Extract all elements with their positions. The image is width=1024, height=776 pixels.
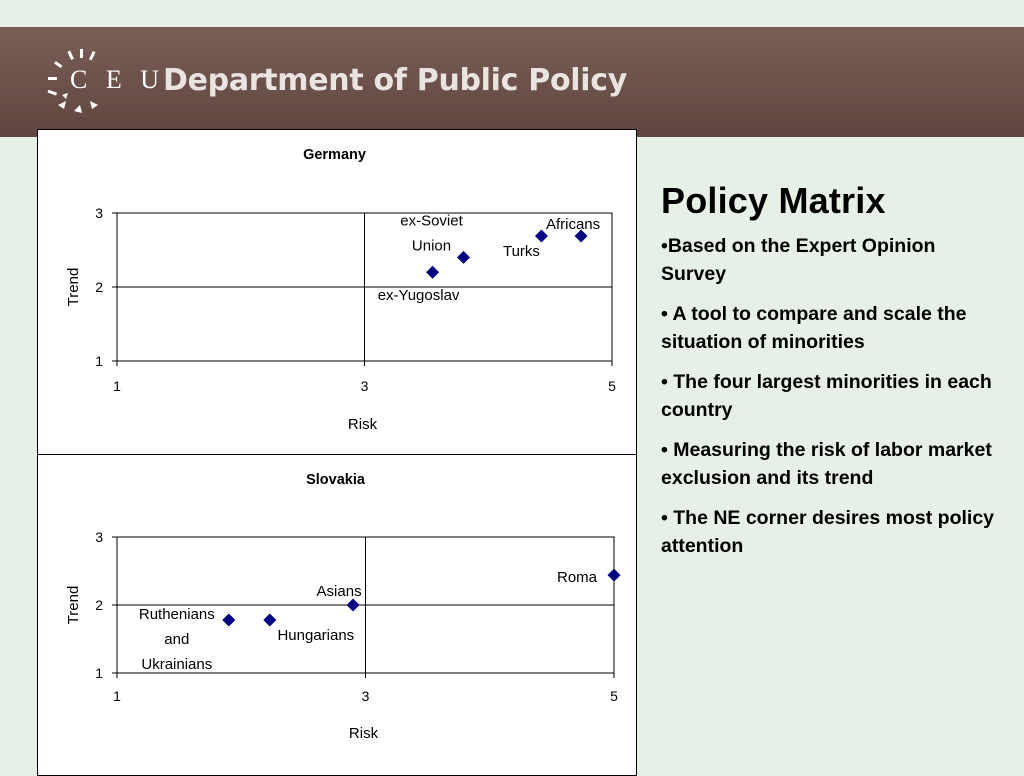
slovakia-chart-title: Slovakia <box>306 472 366 488</box>
germany-y-tick-label: 3 <box>95 205 103 221</box>
germany-point-ex-soviet-union <box>457 250 470 264</box>
bullet-compare-tool: • A tool to compare and scale the situat… <box>661 303 967 353</box>
slovakia-point-label-ruthenians-and-ukrainians: and <box>164 631 189 648</box>
germany-x-axis-label: Risk <box>348 416 378 433</box>
slovakia-x-tick-label: 5 <box>610 688 618 704</box>
bullet-four-minorities: • The four largest minorities in each co… <box>661 371 992 421</box>
slovakia-chart: Slovakia 1 2 3 1 3 5 Risk Trend Ruthenians and Ukra… <box>65 472 621 742</box>
germany-x-tick-label: 5 <box>608 378 616 394</box>
bullet-ne-corner: • The NE corner desires most policy atte… <box>661 507 995 557</box>
germany-point-label-africans: Africans <box>546 216 600 233</box>
germany-point-label-ex-soviet-union: Union <box>412 237 451 254</box>
germany-y-tick-label: 2 <box>95 279 103 295</box>
germany-x-tick-label: 1 <box>113 378 121 394</box>
slovakia-point-label-asians: Asians <box>317 583 362 600</box>
germany-chart-title: Germany <box>303 147 366 163</box>
germany-chart-panel: Germany 1 2 3 1 3 5 Risk Trend ex-Yugoslav ex-Sovi… <box>37 129 637 456</box>
ceu-logo-icon <box>47 49 98 113</box>
slovakia-point-roma <box>607 568 621 582</box>
slovakia-y-tick-label: 2 <box>95 597 103 613</box>
slovakia-point-label-ruthenians-and-ukrainians: Ruthenians <box>139 606 215 623</box>
slovakia-point-label-roma: Roma <box>557 569 598 586</box>
slovakia-point-ruthenians-and-ukrainians <box>222 613 236 627</box>
ceu-logo-text: C E U <box>70 65 165 94</box>
slovakia-point-hungarians <box>263 613 277 627</box>
germany-point-africans <box>574 229 588 243</box>
department-title: Department of Public Policy <box>163 63 627 98</box>
germany-point-ex-yugoslav <box>426 265 440 279</box>
slovakia-x-tick-label: 3 <box>362 688 370 704</box>
germany-point-label-ex-soviet-union: ex-Soviet <box>400 212 463 229</box>
slovakia-point-label-hungarians: Hungarians <box>277 627 354 644</box>
slovakia-y-tick-label: 1 <box>95 665 103 681</box>
germany-chart: Germany 1 2 3 1 3 5 Risk Trend ex-Yugoslav ex-Sovi… <box>65 147 616 433</box>
germany-point-label-turks: Turks <box>503 243 540 260</box>
header-banner: C E U Department of Public Policy <box>0 27 1024 137</box>
germany-y-tick-label: 1 <box>95 353 103 369</box>
bullet-risk-trend: • Measuring the risk of labor market exc… <box>661 439 992 489</box>
germany-point-label-ex-yugoslav: ex-Yugoslav <box>378 287 460 304</box>
slovakia-x-axis-label: Risk <box>349 725 379 742</box>
bullet-expert-survey: •Based on the Expert Opinion Survey <box>661 235 936 285</box>
policy-matrix-panel: Policy Matrix •Based on the Expert Opini… <box>661 180 1001 572</box>
slovakia-chart-panel: Slovakia 1 2 3 1 3 5 Risk Trend Ruthenians and Ukra… <box>37 454 637 776</box>
germany-point-turks <box>534 229 548 243</box>
slovakia-point-asians <box>346 598 360 612</box>
policy-matrix-title: Policy Matrix <box>661 180 886 221</box>
slovakia-x-tick-label: 1 <box>113 688 121 704</box>
germany-x-tick-label: 3 <box>361 378 369 394</box>
slovakia-y-axis-label: Trend <box>65 586 82 625</box>
germany-y-axis-label: Trend <box>65 268 82 307</box>
slovakia-y-tick-label: 3 <box>95 529 103 545</box>
slovakia-point-label-ruthenians-and-ukrainians: Ukrainians <box>141 656 212 673</box>
